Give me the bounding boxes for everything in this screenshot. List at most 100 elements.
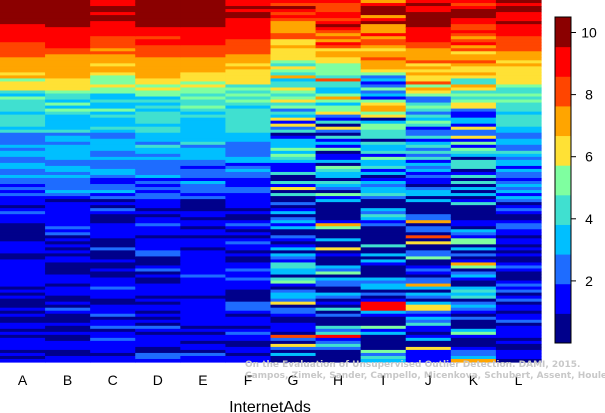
- heatmap-cell: [225, 205, 272, 209]
- heatmap-cell: [270, 75, 317, 80]
- heatmap-cell: [270, 289, 317, 294]
- heatmap-cell: [315, 199, 362, 203]
- heatmap-cell: [315, 193, 362, 197]
- heatmap-cell: [135, 322, 181, 327]
- heatmap-cell: [360, 129, 407, 134]
- heatmap-cell: [360, 346, 407, 351]
- heatmap-cell: [0, 181, 46, 185]
- column-label-i: I: [381, 372, 385, 388]
- heatmap-cell: [270, 313, 317, 318]
- column-label-l: L: [515, 372, 523, 388]
- heatmap-cell: [135, 319, 181, 324]
- heatmap-cell: [315, 244, 362, 248]
- heatmap-cell: [270, 277, 317, 282]
- heatmap-cell: [315, 304, 362, 309]
- heatmap-cell: [450, 135, 497, 140]
- heatmap-cell: [180, 187, 227, 191]
- heatmap-cell: [0, 21, 46, 25]
- heatmap-cell: [315, 153, 362, 158]
- heatmap-cell: [90, 232, 136, 236]
- heatmap-cell: [315, 102, 362, 107]
- heatmap-cell: [405, 211, 452, 215]
- heatmap-cell: [45, 277, 91, 282]
- heatmap-cell: [360, 283, 407, 288]
- heatmap-cell: [360, 286, 407, 291]
- heatmap-cell: [495, 286, 542, 291]
- heatmap-cell: [315, 123, 362, 128]
- heatmap-cell: [450, 295, 497, 300]
- heatmap-cell: [45, 6, 91, 10]
- heatmap-cell: [90, 102, 136, 107]
- heatmap-cell: [315, 135, 362, 140]
- heatmap-cell: [315, 223, 362, 227]
- heatmap-cell: [90, 274, 136, 279]
- heatmap-cell: [225, 120, 272, 125]
- heatmap-cell: [180, 355, 227, 360]
- heatmap-cell: [90, 147, 136, 152]
- heatmap-cell: [0, 72, 46, 77]
- heatmap-cell: [360, 187, 407, 191]
- colorbar-frame: [554, 16, 572, 344]
- heatmap-cell: [450, 286, 497, 291]
- heatmap-cell: [0, 15, 46, 19]
- heatmap-cell: [180, 217, 227, 221]
- heatmap-cell: [495, 108, 542, 113]
- heatmap-cell: [135, 138, 181, 143]
- heatmap-cell: [135, 132, 181, 137]
- heatmap-cell: [450, 196, 497, 200]
- heatmap-cell: [405, 69, 452, 73]
- heatmap-cell: [135, 199, 181, 203]
- heatmap-cell: [360, 202, 407, 206]
- heatmap-cell: [135, 343, 181, 348]
- heatmap-cell: [360, 81, 407, 86]
- heatmap-cell: [180, 102, 227, 107]
- heatmap-cell: [315, 253, 362, 258]
- heatmap-cell: [90, 33, 136, 37]
- heatmap-cell: [225, 253, 272, 258]
- heatmap-cell: [450, 81, 497, 86]
- heatmap-cell: [225, 247, 272, 251]
- heatmap-cell: [90, 298, 136, 303]
- heatmap-cell: [405, 355, 452, 360]
- heatmap-cell: [45, 54, 91, 58]
- heatmap-cell: [270, 220, 317, 224]
- heatmap-cell: [360, 262, 407, 267]
- heatmap-cell: [495, 187, 542, 191]
- heatmap-cell: [405, 18, 452, 22]
- heatmap-cell: [495, 72, 542, 77]
- heatmap-cell: [135, 208, 181, 212]
- heatmap-cell: [450, 93, 497, 98]
- heatmap-cell: [450, 99, 497, 104]
- heatmap-cell: [225, 9, 272, 13]
- heatmap-cell: [135, 289, 181, 294]
- heatmap-cell: [45, 283, 91, 288]
- heatmap-cell: [135, 331, 181, 336]
- heatmap-cell: [495, 331, 542, 336]
- heatmap-cell: [495, 259, 542, 264]
- heatmap-cell: [360, 316, 407, 321]
- heatmap-cell: [225, 102, 272, 107]
- heatmap-cell: [315, 93, 362, 98]
- heatmap-cell: [315, 289, 362, 294]
- heatmap-cell: [450, 42, 497, 46]
- heatmap-cell: [225, 334, 272, 339]
- heatmap-cell: [495, 96, 542, 101]
- heatmap-cell: [180, 63, 227, 67]
- heatmap-cell: [0, 271, 46, 276]
- heatmap-cell: [225, 229, 272, 233]
- heatmap-cell: [135, 39, 181, 43]
- heatmap-cell: [90, 60, 136, 64]
- heatmap-cell: [135, 36, 181, 40]
- heatmap-cell: [225, 199, 272, 203]
- heatmap-cell: [270, 9, 317, 13]
- heatmap-cell: [180, 190, 227, 194]
- heatmap-cell: [450, 313, 497, 318]
- heatmap-cell: [0, 81, 46, 86]
- heatmap-cell: [450, 235, 497, 239]
- heatmap-cell: [360, 33, 407, 37]
- heatmap-cell: [45, 42, 91, 46]
- heatmap-cell: [45, 331, 91, 336]
- heatmap-cell: [90, 280, 136, 285]
- heatmap-cell: [135, 150, 181, 155]
- heatmap-cell: [135, 187, 181, 191]
